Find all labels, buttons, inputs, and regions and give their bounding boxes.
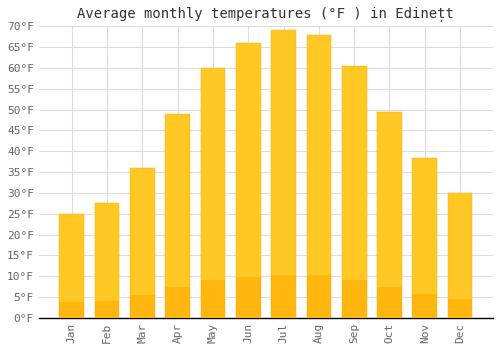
Bar xyxy=(200,68,226,318)
Bar xyxy=(94,301,120,318)
Title: Average monthly temperatures (°F ) in Edinețt: Average monthly temperatures (°F ) in Ed… xyxy=(78,7,454,22)
Bar xyxy=(271,275,296,318)
Bar xyxy=(60,214,84,318)
Bar xyxy=(166,287,190,318)
Bar xyxy=(342,280,366,318)
Bar xyxy=(236,277,260,318)
Bar xyxy=(166,114,190,318)
Bar xyxy=(60,302,84,318)
Bar xyxy=(448,193,472,318)
Bar xyxy=(306,275,331,318)
Bar xyxy=(236,43,260,318)
Bar xyxy=(130,295,155,318)
Bar xyxy=(94,203,120,318)
Bar xyxy=(306,35,331,318)
Bar xyxy=(271,30,296,318)
Bar xyxy=(412,294,437,318)
Bar xyxy=(342,66,366,318)
Bar xyxy=(377,287,402,318)
Bar xyxy=(448,299,472,318)
Bar xyxy=(377,112,402,318)
Bar xyxy=(130,168,155,318)
Bar xyxy=(412,158,437,318)
Bar xyxy=(200,280,226,318)
